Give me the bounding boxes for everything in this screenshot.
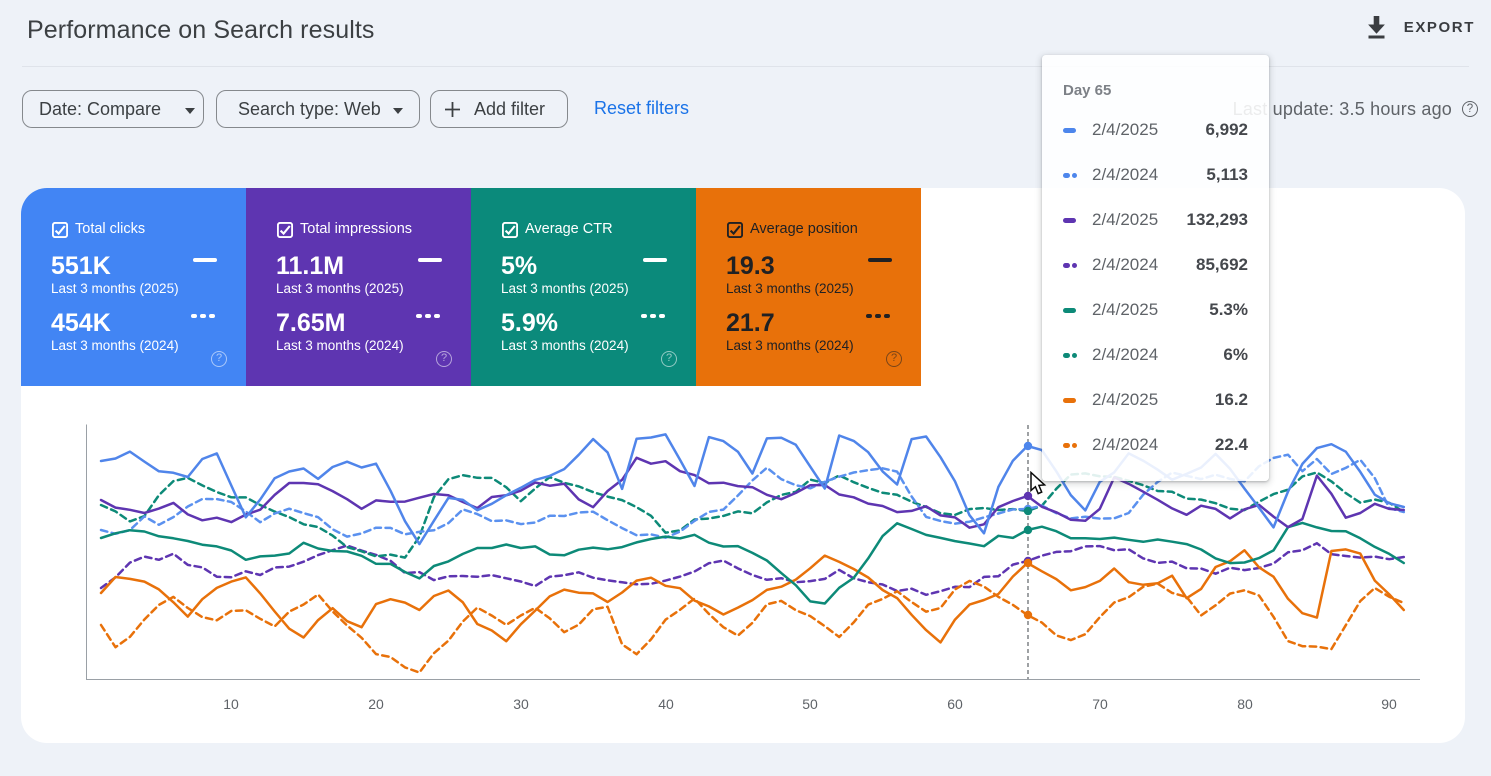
svg-text:20: 20 [368, 696, 384, 712]
svg-text:30: 30 [513, 696, 529, 712]
svg-text:10: 10 [223, 696, 239, 712]
svg-text:50: 50 [802, 696, 818, 712]
svg-text:90: 90 [1381, 696, 1397, 712]
svg-text:60: 60 [947, 696, 963, 712]
svg-text:80: 80 [1237, 696, 1253, 712]
svg-text:40: 40 [658, 696, 674, 712]
svg-text:70: 70 [1092, 696, 1108, 712]
